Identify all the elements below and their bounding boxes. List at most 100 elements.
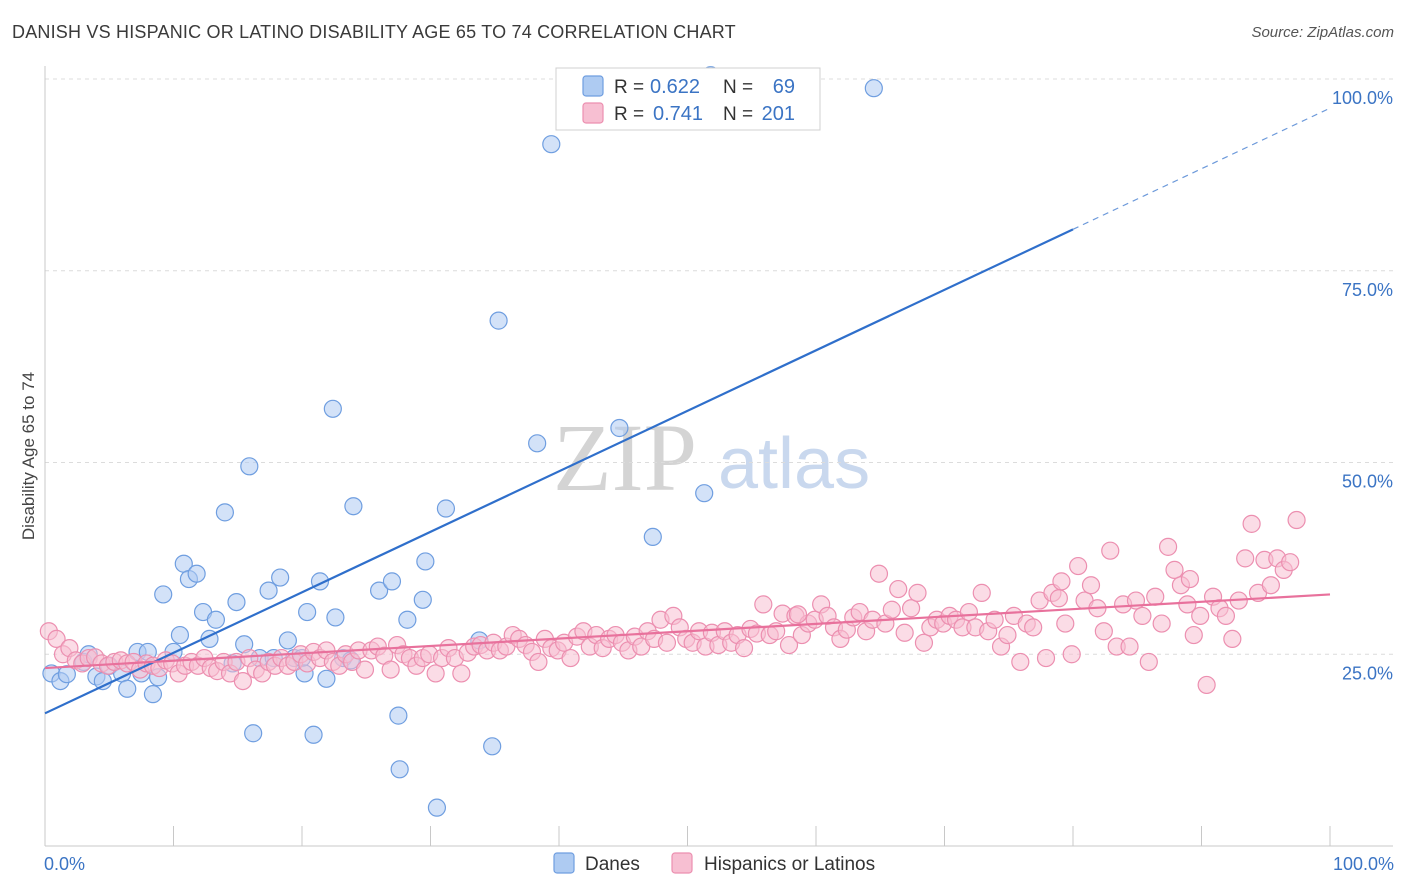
hispanic-point [1139, 652, 1158, 672]
dane-point [170, 625, 190, 645]
danes-legend-swatch [582, 75, 604, 97]
hispanic-point [529, 652, 548, 672]
hispanic-point [452, 664, 471, 683]
grid-lines [45, 78, 1393, 655]
danes-n-label: N = [723, 77, 753, 98]
hispanic-point [1133, 606, 1152, 626]
hispanic-point [1184, 625, 1203, 645]
dane-point [528, 434, 547, 453]
hispanic-point [882, 600, 901, 619]
series-legend: Danes Hispanics or Latinos [553, 852, 875, 875]
dane-point [436, 499, 456, 518]
hispanic-point [355, 660, 375, 679]
hispanic-point [1197, 675, 1216, 695]
dane-point [240, 457, 259, 476]
hispanic-point [895, 623, 914, 642]
dane-point [278, 631, 297, 650]
dane-point [57, 665, 76, 684]
dane-point [344, 497, 363, 516]
dane-point [489, 311, 508, 330]
hispanic-point [1036, 648, 1056, 668]
hispanic-point [233, 671, 252, 691]
dane-point [416, 552, 435, 571]
hispanic-point [1261, 576, 1280, 595]
dane-point [610, 418, 629, 438]
hispanic-point [1146, 587, 1165, 606]
hispanic-n-label: N = [723, 104, 753, 125]
hispanic-point [1101, 541, 1120, 560]
hispanic-point [426, 664, 445, 683]
hispanic-point [959, 602, 979, 622]
dane-point [323, 399, 342, 418]
dane-point [413, 590, 432, 609]
hispanic-point [734, 639, 754, 658]
hispanic-point [1223, 629, 1242, 649]
hispanic-series-label: Hispanics or Latinos [704, 854, 875, 875]
dane-point [271, 568, 290, 587]
hispanic-trend-line [44, 593, 1331, 670]
chart-source: Source: ZipAtlas.com [1251, 24, 1394, 41]
hispanic-n-value: 201 [762, 103, 795, 125]
dane-point [542, 135, 561, 154]
y-axis-title: Disability Age 65 to 74 [19, 372, 38, 540]
watermark-zip: ZIP [553, 404, 697, 511]
dane-point [382, 572, 402, 591]
chart-title: DANISH VS HISPANIC OR LATINO DISABILITY … [12, 22, 736, 42]
hispanic-point [1165, 560, 1184, 579]
danes-r-label: R = [614, 77, 644, 98]
hispanic-point [1158, 537, 1178, 556]
hispanic-point [1152, 614, 1171, 633]
hispanic-point [47, 629, 66, 649]
hispanic-point [998, 625, 1017, 645]
x-tick-label-min: 0.0% [44, 854, 85, 874]
y-tick-labels: 25.0% 50.0% 75.0% 100.0% [1332, 88, 1393, 683]
hispanic-point [869, 564, 889, 583]
dane-point [370, 581, 389, 600]
dane-point [244, 724, 263, 743]
danes-series-swatch [553, 852, 575, 874]
hispanic-point [1052, 572, 1071, 591]
hispanic-point [1178, 595, 1197, 614]
y-tick-label-50: 50.0% [1342, 472, 1393, 492]
hispanic-point [788, 605, 808, 624]
dane-point [389, 706, 408, 725]
hispanic-point [1011, 652, 1030, 672]
hispanic-point [1242, 514, 1261, 533]
hispanic-r-label: R = [614, 104, 644, 125]
dane-point [326, 608, 345, 627]
x-tick-label-max: 100.0% [1333, 854, 1394, 874]
dane-point [259, 581, 278, 600]
hispanic-point [1180, 569, 1200, 589]
dane-point [390, 760, 409, 779]
y-tick-label-100: 100.0% [1332, 88, 1393, 108]
stats-legend: R = 0.622 N = 69 R = 0.741 N = 201 [555, 67, 821, 131]
hispanic-point [1049, 589, 1068, 608]
hispanic-point [1191, 606, 1210, 626]
danes-trend-extension [1072, 107, 1331, 230]
hispanic-point [1062, 645, 1081, 664]
dane-point [695, 484, 714, 503]
danes-r-value: 0.622 [650, 76, 700, 98]
hispanic-point [1094, 622, 1113, 641]
hispanic-point [1216, 606, 1236, 626]
hispanic-point [908, 583, 927, 602]
danes-trend-line [44, 228, 1074, 715]
dane-point [483, 737, 502, 756]
hispanic-point [914, 633, 934, 652]
dane-point [227, 592, 246, 612]
axes [44, 66, 1393, 847]
dane-point [427, 798, 447, 817]
hispanic-point [889, 579, 908, 599]
hispanic-point [779, 635, 799, 655]
dane-point [864, 79, 883, 98]
hispanic-r-value: 0.741 [653, 103, 703, 125]
dane-point [317, 669, 336, 688]
hispanic-point [1281, 553, 1300, 572]
hispanic-point [972, 583, 991, 602]
danes-n-value: 69 [773, 76, 795, 98]
hispanic-point [657, 633, 677, 652]
danes-series-label: Danes [585, 854, 640, 875]
dane-point [154, 585, 173, 604]
dane-point [215, 503, 234, 522]
hispanic-point [381, 660, 400, 679]
